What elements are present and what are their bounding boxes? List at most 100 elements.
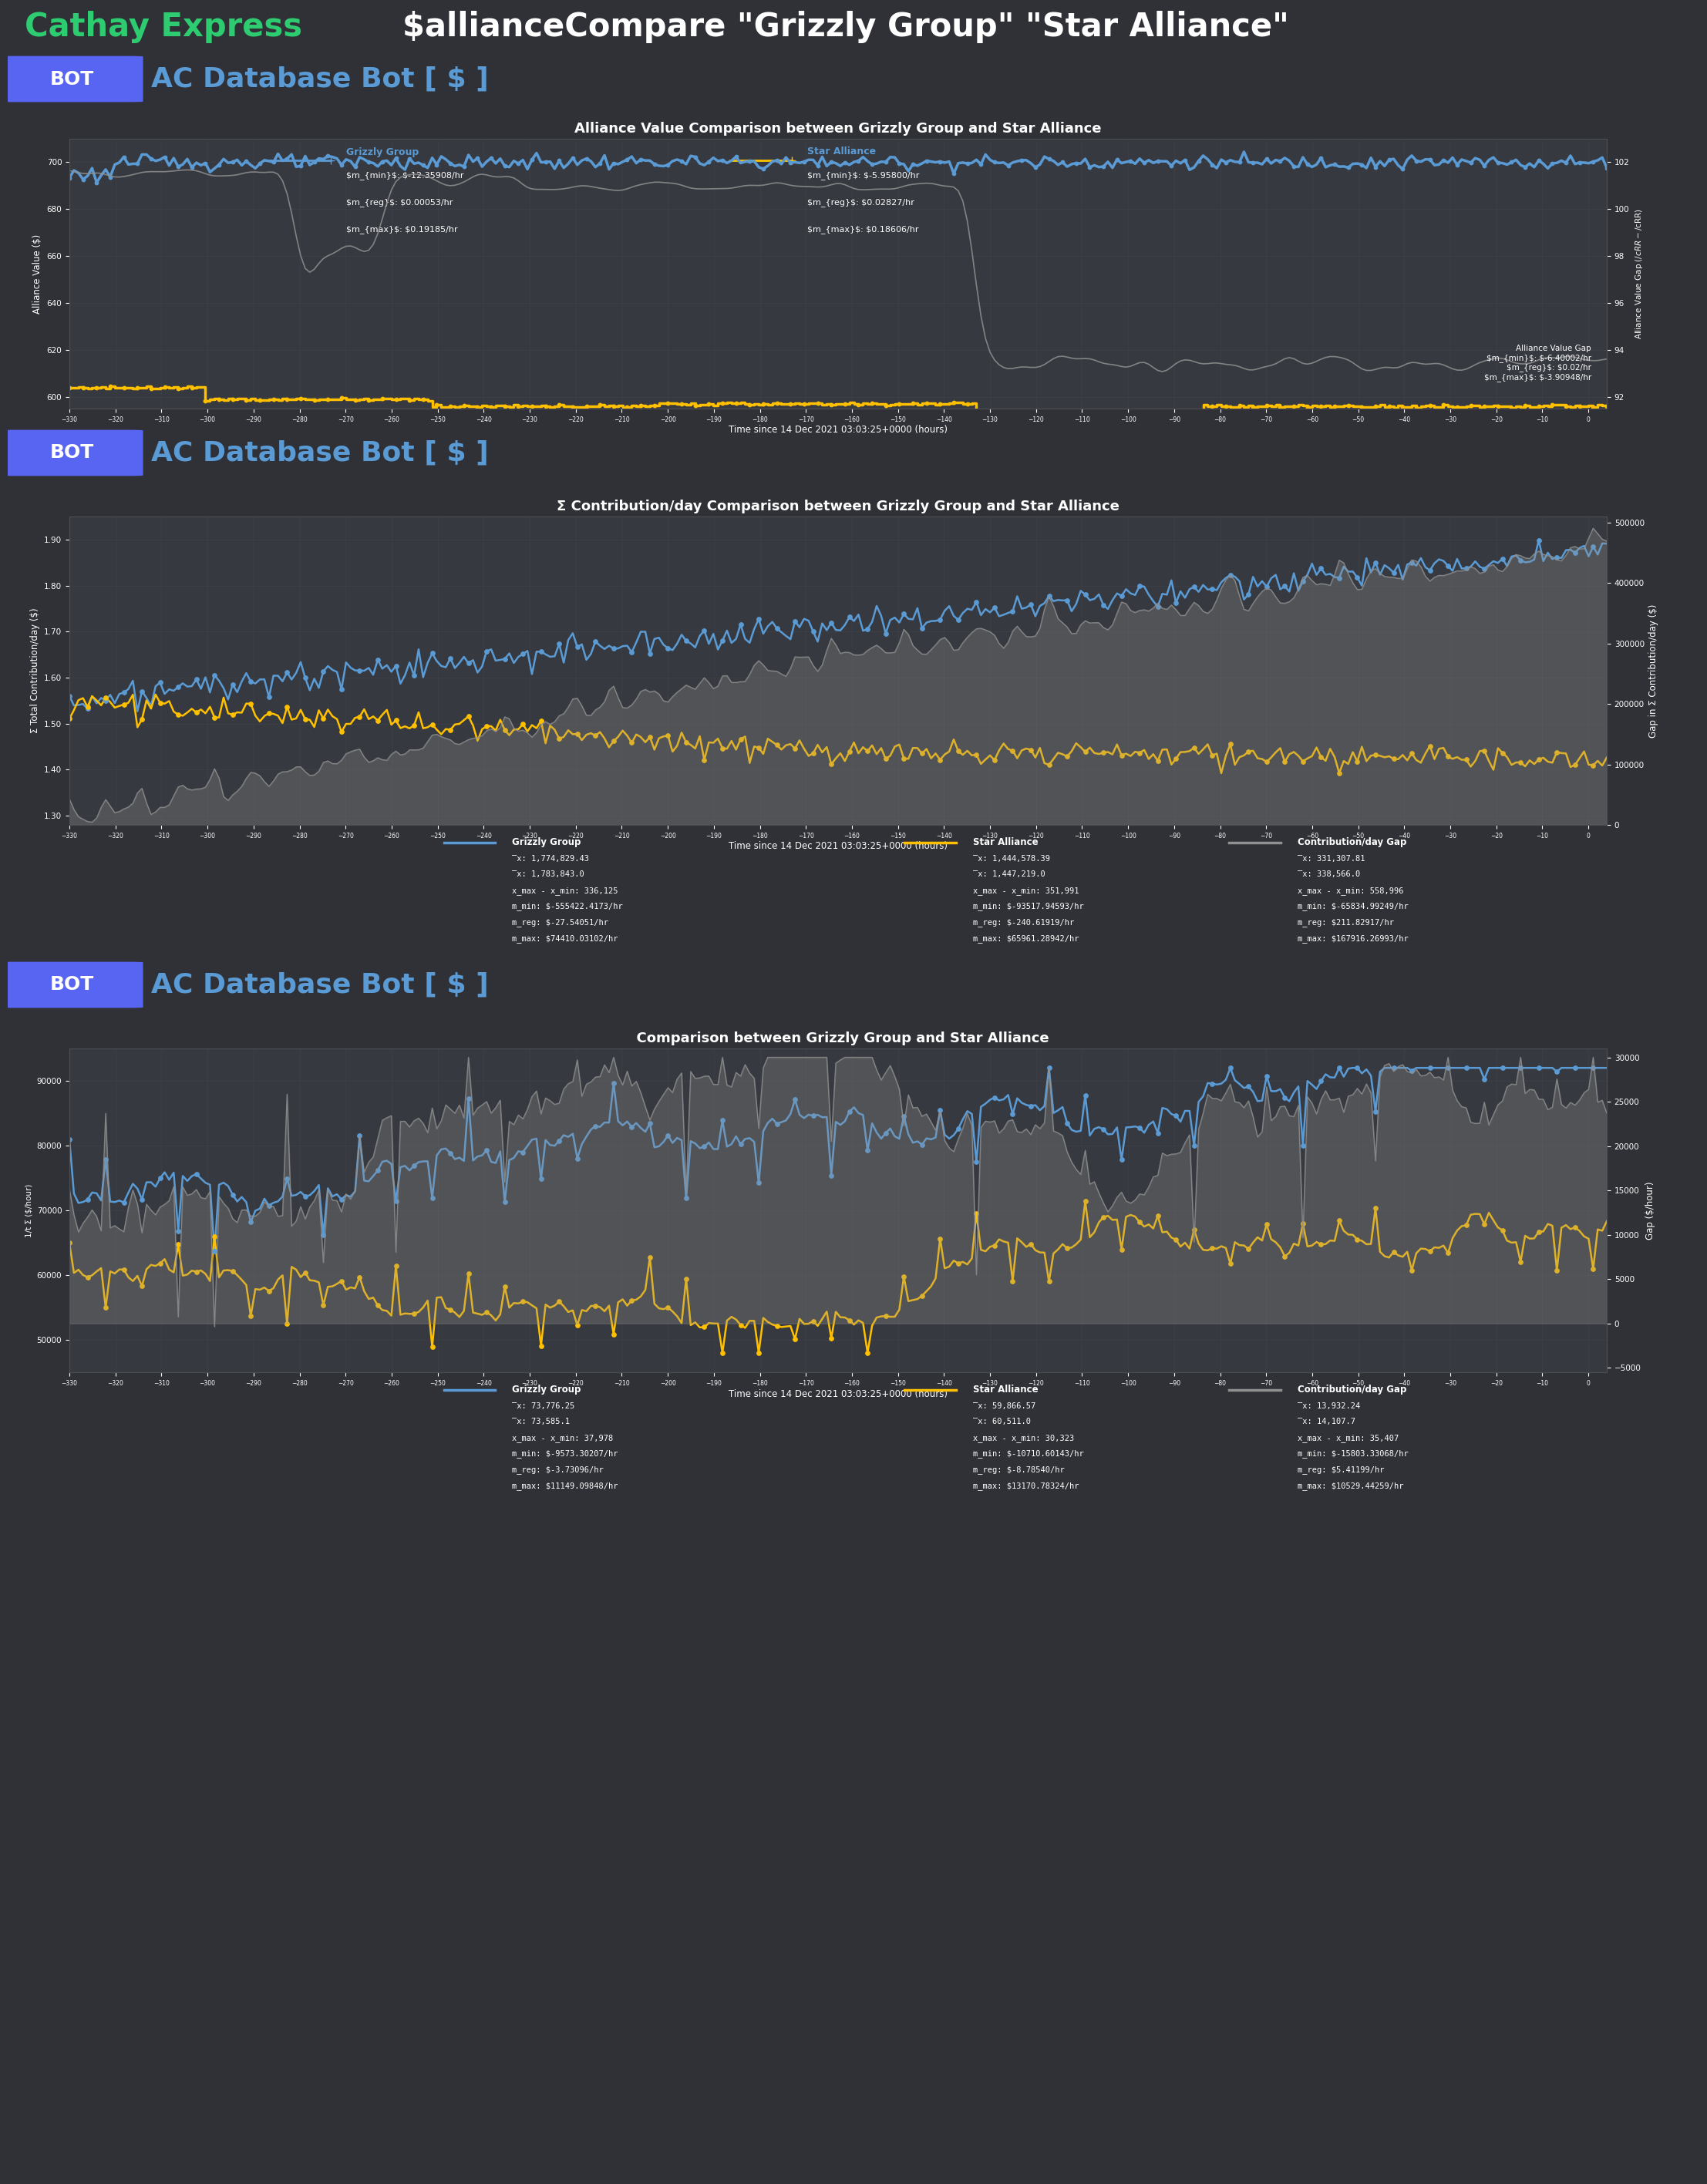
Point [744, 1166, 772, 1201]
Point [369, 382, 396, 417]
Point [1253, 570, 1280, 605]
Text: $m_{min}$: $-5.95800/hr: $m_{min}$: $-5.95800/hr [807, 170, 920, 179]
Point [563, 716, 591, 751]
Point [1430, 387, 1458, 422]
Point [1417, 1051, 1444, 1085]
Point [1253, 389, 1280, 424]
Point [454, 1081, 481, 1116]
Point [859, 387, 886, 422]
Point [300, 382, 328, 417]
Point [1009, 142, 1036, 177]
Point [790, 387, 818, 422]
Point [1453, 1051, 1480, 1085]
Point [128, 1182, 155, 1216]
Point [818, 747, 845, 782]
Point [1267, 389, 1294, 424]
Point [872, 389, 900, 424]
Point [437, 146, 464, 181]
Point [889, 740, 917, 775]
Point [586, 146, 613, 181]
Point [599, 631, 626, 666]
Point [695, 144, 722, 179]
Point [256, 679, 283, 714]
Text: m_max: $13170.78324/hr: m_max: $13170.78324/hr [973, 1481, 1079, 1489]
Point [1089, 149, 1116, 183]
Title: Alliance Value Comparison between Grizzly Group and Star Alliance: Alliance Value Comparison between Grizzl… [575, 122, 1101, 135]
Point [900, 387, 927, 422]
Point [727, 1127, 754, 1162]
Point [1524, 522, 1552, 557]
Point [1108, 738, 1135, 773]
Point [982, 1227, 1009, 1262]
Point [56, 701, 84, 736]
Point [1524, 1051, 1552, 1085]
Point [246, 146, 273, 181]
Point [454, 1256, 481, 1291]
Point [1579, 529, 1606, 563]
Point [1234, 1232, 1261, 1267]
Point [999, 1265, 1026, 1299]
Point [1198, 572, 1226, 607]
Point [287, 380, 314, 415]
Point [382, 1249, 410, 1284]
Point [364, 703, 391, 738]
Point [546, 387, 574, 422]
Point [237, 1299, 265, 1334]
Text: Grizzly Group: Grizzly Group [512, 1385, 580, 1396]
Point [259, 144, 287, 179]
Text: m_min: $-65834.99249/hr: m_min: $-65834.99249/hr [1297, 902, 1408, 911]
Point [618, 1282, 645, 1317]
Point [1565, 144, 1593, 179]
Point [527, 1162, 555, 1197]
Point [125, 371, 152, 406]
Point [1343, 1051, 1371, 1085]
Point [1471, 1206, 1499, 1241]
Text: BOT: BOT [50, 976, 94, 994]
Point [1471, 1061, 1499, 1096]
Point [763, 727, 790, 762]
Point [314, 382, 341, 417]
Text: x_max - x_min: 336,125: x_max - x_min: 336,125 [512, 887, 618, 895]
Point [1253, 745, 1280, 780]
Point [287, 149, 314, 183]
Point [1053, 1105, 1081, 1140]
Point [586, 387, 613, 422]
Point [164, 371, 191, 406]
Point [1239, 389, 1267, 424]
Point [1349, 389, 1376, 424]
Y-axis label: Gap ($/hour): Gap ($/hour) [1646, 1182, 1656, 1241]
Point [1524, 1214, 1552, 1249]
Point [695, 387, 722, 422]
Point [1444, 146, 1471, 181]
Point [519, 142, 546, 177]
Point [183, 695, 210, 729]
Point [492, 712, 519, 747]
Point [454, 699, 481, 734]
Point [818, 387, 845, 422]
Point [836, 601, 864, 636]
Text: ̅x: 1,447,219.0: ̅x: 1,447,219.0 [973, 871, 1045, 878]
Point [818, 144, 845, 179]
Point [1543, 1254, 1570, 1289]
Text: m_reg: $-3.73096/hr: m_reg: $-3.73096/hr [512, 1465, 604, 1474]
Point [437, 389, 464, 424]
Point [722, 387, 749, 422]
Point [328, 380, 355, 415]
Point [818, 1158, 845, 1192]
Point [70, 162, 97, 197]
Point [111, 140, 138, 175]
Point [509, 1136, 536, 1171]
Point [92, 681, 119, 716]
Point [164, 1227, 191, 1262]
Point [56, 159, 84, 194]
Point [382, 1184, 410, 1219]
Point [1185, 144, 1212, 179]
Point [1511, 149, 1538, 183]
Point [451, 389, 478, 424]
Point [963, 1144, 990, 1179]
Point [1458, 389, 1485, 424]
Point [872, 1299, 900, 1334]
Point [1403, 144, 1430, 179]
Point [1234, 734, 1261, 769]
Point [1398, 1053, 1425, 1088]
